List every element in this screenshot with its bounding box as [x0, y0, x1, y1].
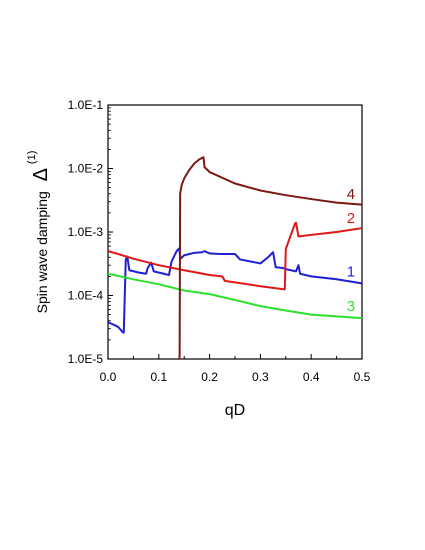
series-labels: 1 2 3 4: [347, 186, 355, 315]
svg-text:Spin wave damping Δ: Spin wave damping Δ (1): [26, 151, 52, 314]
x-axis-title: qD: [225, 402, 245, 419]
series-layer: [108, 156, 362, 359]
series-line-2: [108, 221, 362, 291]
series-label-1: 1: [347, 263, 355, 280]
series-line-3: [108, 272, 362, 320]
plot-area: [107, 104, 363, 360]
y-tick-label: 1.0E-4: [68, 289, 104, 303]
x-tick-label: 0.3: [252, 370, 269, 384]
y-tick-label: 1.0E-5: [68, 352, 104, 366]
x-tick-label: 0.2: [201, 370, 218, 384]
series-label-4: 4: [347, 186, 355, 203]
y-axis-title-text: Spin wave damping: [34, 191, 50, 313]
y-tick-label: 1.0E-2: [68, 162, 104, 176]
y-axis-title: Spin wave damping Δ (1): [26, 151, 52, 314]
series-label-3: 3: [347, 298, 355, 315]
x-tick-label: 0.4: [303, 370, 320, 384]
series-label-2: 2: [347, 210, 355, 227]
y-axis-title-symbol: Δ: [30, 168, 52, 181]
y-tick-label: 1.0E-1: [68, 98, 104, 112]
x-tick-label: 0.0: [100, 370, 117, 384]
x-tick-label: 0.1: [150, 370, 167, 384]
x-tick-label: 0.5: [354, 370, 371, 384]
series-line-4: [178, 156, 362, 359]
y-tick-label: 1.0E-3: [68, 225, 104, 239]
y-axis-title-superscript: (1): [26, 151, 38, 164]
axis-ticks: 0.0 0.1 0.2 0.3 0.4 0.5 1.0E-5 1.0E-4 1.0E-3 1.0E…: [68, 98, 371, 384]
